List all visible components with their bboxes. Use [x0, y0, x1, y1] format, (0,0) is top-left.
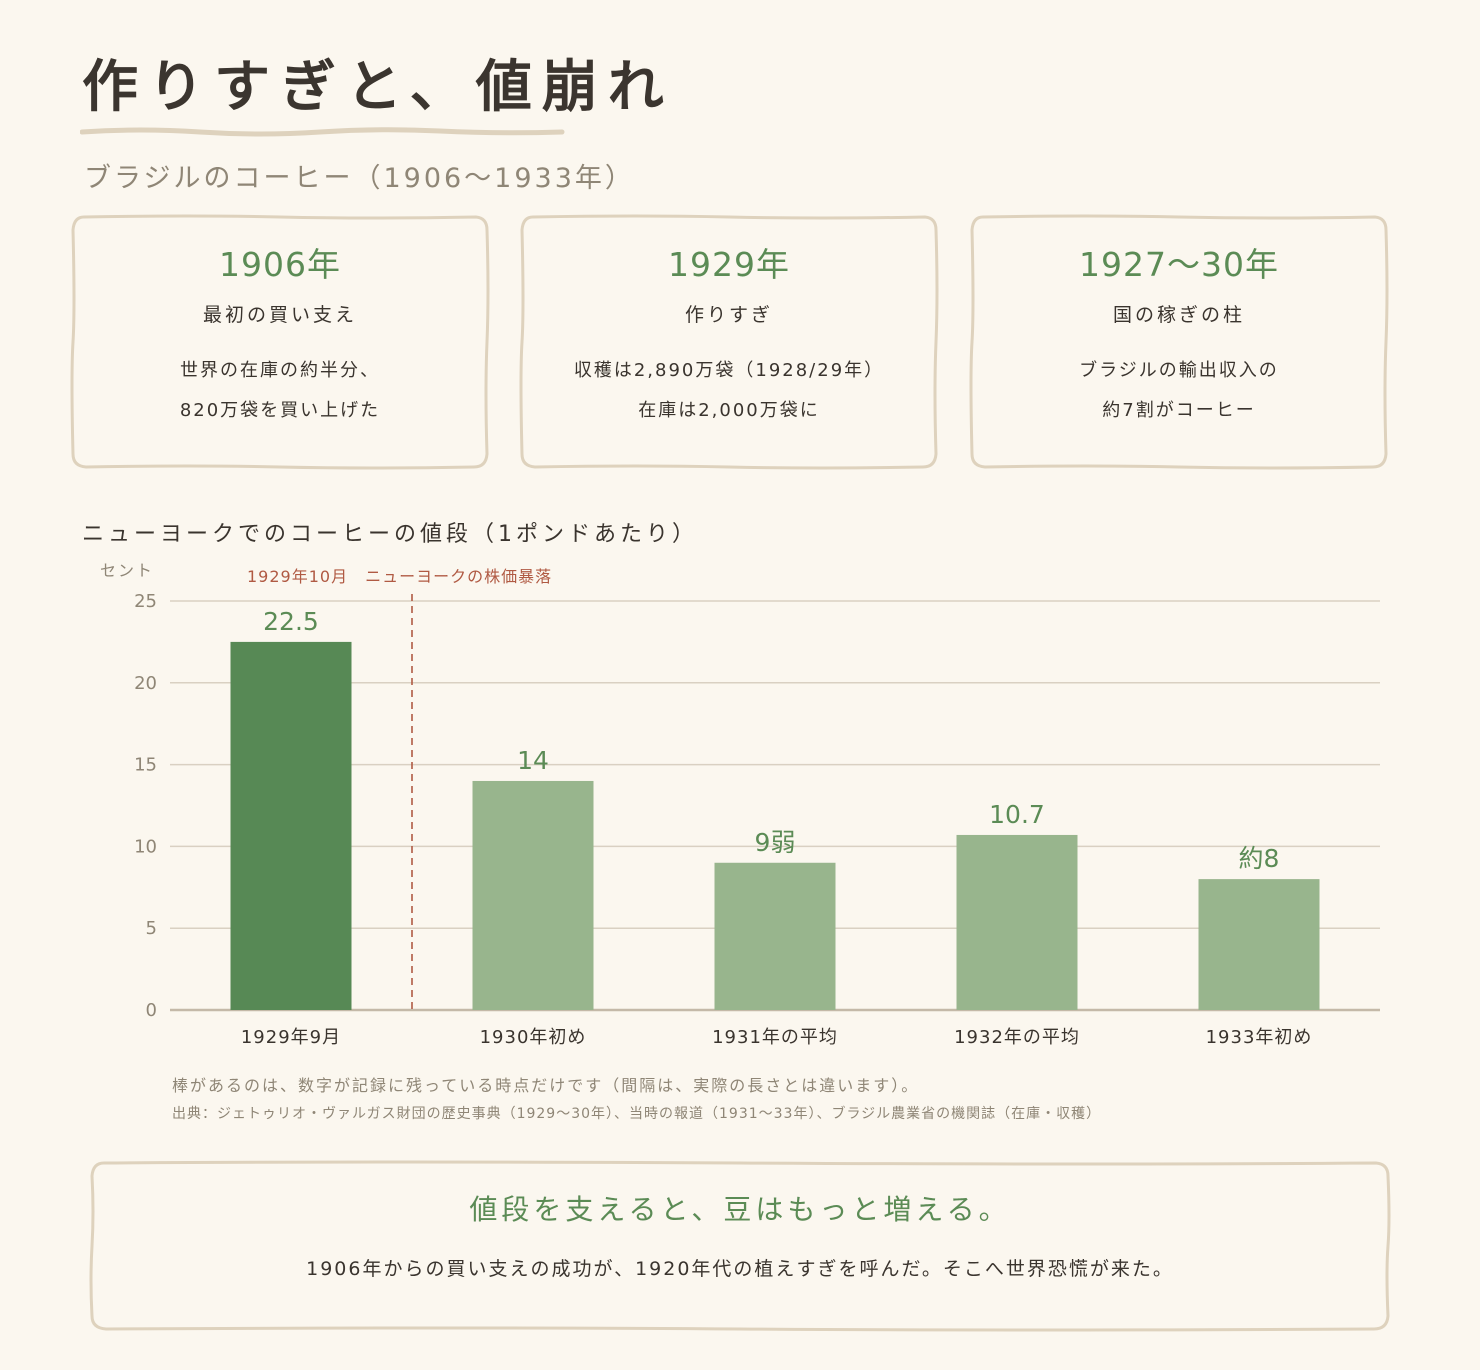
info-card-1906: 1906年 最初の買い支え 世界の在庫の約半分、 820万袋を買い上げた	[70, 214, 490, 470]
card-desc-line: 820万袋を買い上げた	[179, 400, 381, 421]
card-desc-line: 世界の在庫の約半分、	[180, 360, 380, 381]
y-tick-label: 20	[134, 673, 157, 694]
bar	[956, 834, 1078, 1010]
x-tick-label: 1931年の平均	[712, 1027, 838, 1048]
price-bar-chart: 0 5 10 15 20 25 セント 22.5 14 9弱 10.7 約8 1929年10月 ニ…	[100, 561, 1380, 1048]
chart-gridlines	[170, 600, 1380, 1012]
bar-value-label: 約8	[1239, 844, 1280, 873]
x-tick-label: 1933年初め	[1206, 1027, 1313, 1048]
card-year: 1927〜30年	[1079, 245, 1279, 284]
bar-value-label: 9弱	[755, 828, 796, 857]
crash-annotation: 1929年10月 ニューヨークの株価暴落	[247, 567, 552, 1010]
x-tick-label: 1930年初め	[480, 1027, 587, 1048]
chart-title: ニューヨークでのコーヒーの値段（1ポンドあたり）	[82, 522, 698, 547]
card-frame	[969, 214, 1389, 470]
y-tick-label: 25	[134, 591, 157, 612]
card-frame	[519, 214, 939, 470]
x-tick-label: 1932年の平均	[954, 1027, 1080, 1048]
page-subtitle: ブラジルのコーヒー（1906〜1933年）	[84, 163, 635, 194]
conclusion-frame	[89, 1160, 1391, 1332]
card-label: 国の稼ぎの柱	[1112, 304, 1245, 326]
y-tick-label: 15	[134, 755, 157, 776]
title-underline	[80, 127, 565, 137]
card-desc-line: ブラジルの輸出収入の	[1079, 360, 1279, 381]
bar	[714, 862, 836, 1010]
card-label: 作りすぎ	[684, 304, 773, 326]
info-card-1929: 1929年 作りすぎ 収穫は2,890万袋（1928/29年） 在庫は2,000…	[519, 214, 939, 470]
bar	[1198, 879, 1320, 1010]
y-tick-label: 10	[134, 836, 157, 857]
chart-bars: 22.5 14 9弱 10.7 約8	[230, 607, 1320, 1010]
y-axis-ticks: 0 5 10 15 20 25	[134, 591, 157, 1021]
card-frame	[70, 214, 490, 470]
conclusion-body: 1906年からの買い支えの成功が、1920年代の植えすぎを呼んだ。そこへ世界恐慌…	[306, 1258, 1174, 1280]
card-label: 最初の買い支え	[202, 304, 357, 326]
card-desc-line: 約7割がコーヒー	[1102, 400, 1256, 421]
crash-annotation-label: 1929年10月 ニューヨークの株価暴落	[247, 567, 552, 586]
y-tick-label: 0	[146, 1000, 157, 1021]
y-tick-label: 5	[146, 918, 157, 939]
x-tick-label: 1929年9月	[241, 1027, 341, 1048]
conclusion-headline: 値段を支えると、豆はもっと増える。	[469, 1193, 1011, 1226]
card-year: 1906年	[219, 245, 341, 284]
bar-value-label: 14	[517, 746, 549, 775]
x-axis-ticks: 1929年9月 1930年初め 1931年の平均 1932年の平均 1933年初め	[241, 1027, 1313, 1048]
card-year: 1929年	[668, 245, 790, 284]
bar	[472, 780, 594, 1010]
card-desc-line: 収穫は2,890万袋（1928/29年）	[573, 360, 885, 381]
bar-value-label: 10.7	[989, 800, 1045, 829]
page-title: 作りすぎと、値崩れ	[82, 55, 674, 120]
card-desc-line: 在庫は2,000万袋に	[638, 400, 820, 421]
y-axis-unit-label: セント	[100, 561, 154, 580]
chart-source: 出典：ジェトゥリオ・ヴァルガス財団の歴史事典（1929〜30年）、当時の報道（1…	[172, 1106, 1102, 1122]
info-card-1927-30: 1927〜30年 国の稼ぎの柱 ブラジルの輸出収入の 約7割がコーヒー	[969, 214, 1389, 470]
chart-note: 棒があるのは、数字が記録に残っている時点だけです（間隔は、実際の長さとは違います…	[172, 1076, 920, 1095]
bar	[230, 641, 352, 1010]
conclusion-box: 値段を支えると、豆はもっと増える。 1906年からの買い支えの成功が、1920年…	[88, 1160, 1392, 1332]
bar-value-label: 22.5	[263, 607, 319, 636]
